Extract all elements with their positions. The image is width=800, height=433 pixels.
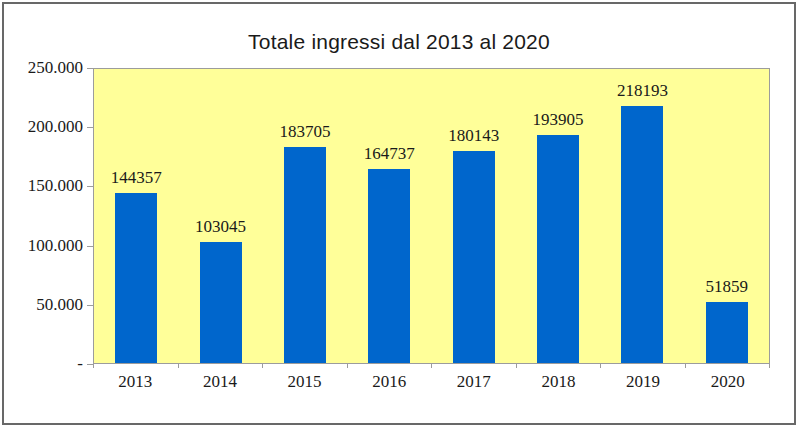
bar: [706, 302, 748, 363]
x-axis-tick: [262, 364, 263, 368]
y-axis-label: -: [5, 354, 83, 374]
bar-value-label: 180143: [448, 126, 499, 146]
x-axis-tick: [431, 364, 432, 368]
bar: [200, 242, 242, 363]
y-axis-label: 200.000: [5, 117, 83, 137]
plot-area: 144357 103045 183705 164737 180143 193905 2181…: [93, 68, 770, 364]
y-axis-label: 250.000: [5, 58, 83, 78]
bar-value-label: 193905: [533, 110, 584, 130]
bar-value-label: 218193: [617, 81, 668, 101]
bar-cell: 218193: [600, 69, 684, 363]
bar-cell: 51859: [685, 69, 769, 363]
x-axis-tick: [685, 364, 686, 368]
y-axis-label: 150.000: [5, 176, 83, 196]
y-axis-tick: [87, 246, 93, 247]
y-axis-tick: [87, 186, 93, 187]
chart-frame: Totale ingressi dal 2013 al 2020 1443571…: [2, 2, 796, 425]
y-axis-tick: [87, 127, 93, 128]
chart-title: Totale ingressi dal 2013 al 2020: [4, 30, 794, 54]
x-axis-label: 2016: [347, 372, 432, 392]
bar-cell: 183705: [263, 69, 347, 363]
x-axis-label: 2015: [262, 372, 347, 392]
x-axis-tick: [516, 364, 517, 368]
x-axis-tick: [347, 364, 348, 368]
bar: [115, 193, 157, 363]
bar-cell: 164737: [347, 69, 431, 363]
x-axis-label: 2017: [432, 372, 517, 392]
bar-value-label: 51859: [706, 277, 749, 297]
x-axis-label: 2013: [93, 372, 178, 392]
bar: [284, 147, 326, 363]
x-axis-tick: [600, 364, 601, 368]
x-axis-label: 2018: [516, 372, 601, 392]
x-axis-tick: [178, 364, 179, 368]
x-axis-label: 2014: [178, 372, 263, 392]
bar: [368, 169, 410, 363]
bar-value-label: 103045: [195, 217, 246, 237]
x-axis-tick: [769, 364, 770, 368]
bar: [621, 106, 663, 363]
x-axis-label: 2020: [685, 372, 770, 392]
y-axis-label: 50.000: [5, 295, 83, 315]
bar-cell: 193905: [516, 69, 600, 363]
bar-value-label: 183705: [279, 122, 330, 142]
bar: [453, 151, 495, 363]
bar: [537, 135, 579, 363]
y-axis-label: 100.000: [5, 236, 83, 256]
bar-value-label: 164737: [364, 144, 415, 164]
x-axis-labels-row: 20132014201520162017201820192020: [93, 372, 770, 392]
x-axis-label: 2019: [601, 372, 686, 392]
bar-cell: 180143: [432, 69, 516, 363]
bar-cell: 144357: [94, 69, 178, 363]
bars-row: 144357 103045 183705 164737 180143 193905 2181…: [94, 69, 769, 363]
x-axis-tick: [93, 364, 94, 368]
y-axis-tick: [87, 305, 93, 306]
bar-value-label: 144357: [111, 168, 162, 188]
bar-cell: 103045: [178, 69, 262, 363]
y-axis-tick: [87, 68, 93, 69]
